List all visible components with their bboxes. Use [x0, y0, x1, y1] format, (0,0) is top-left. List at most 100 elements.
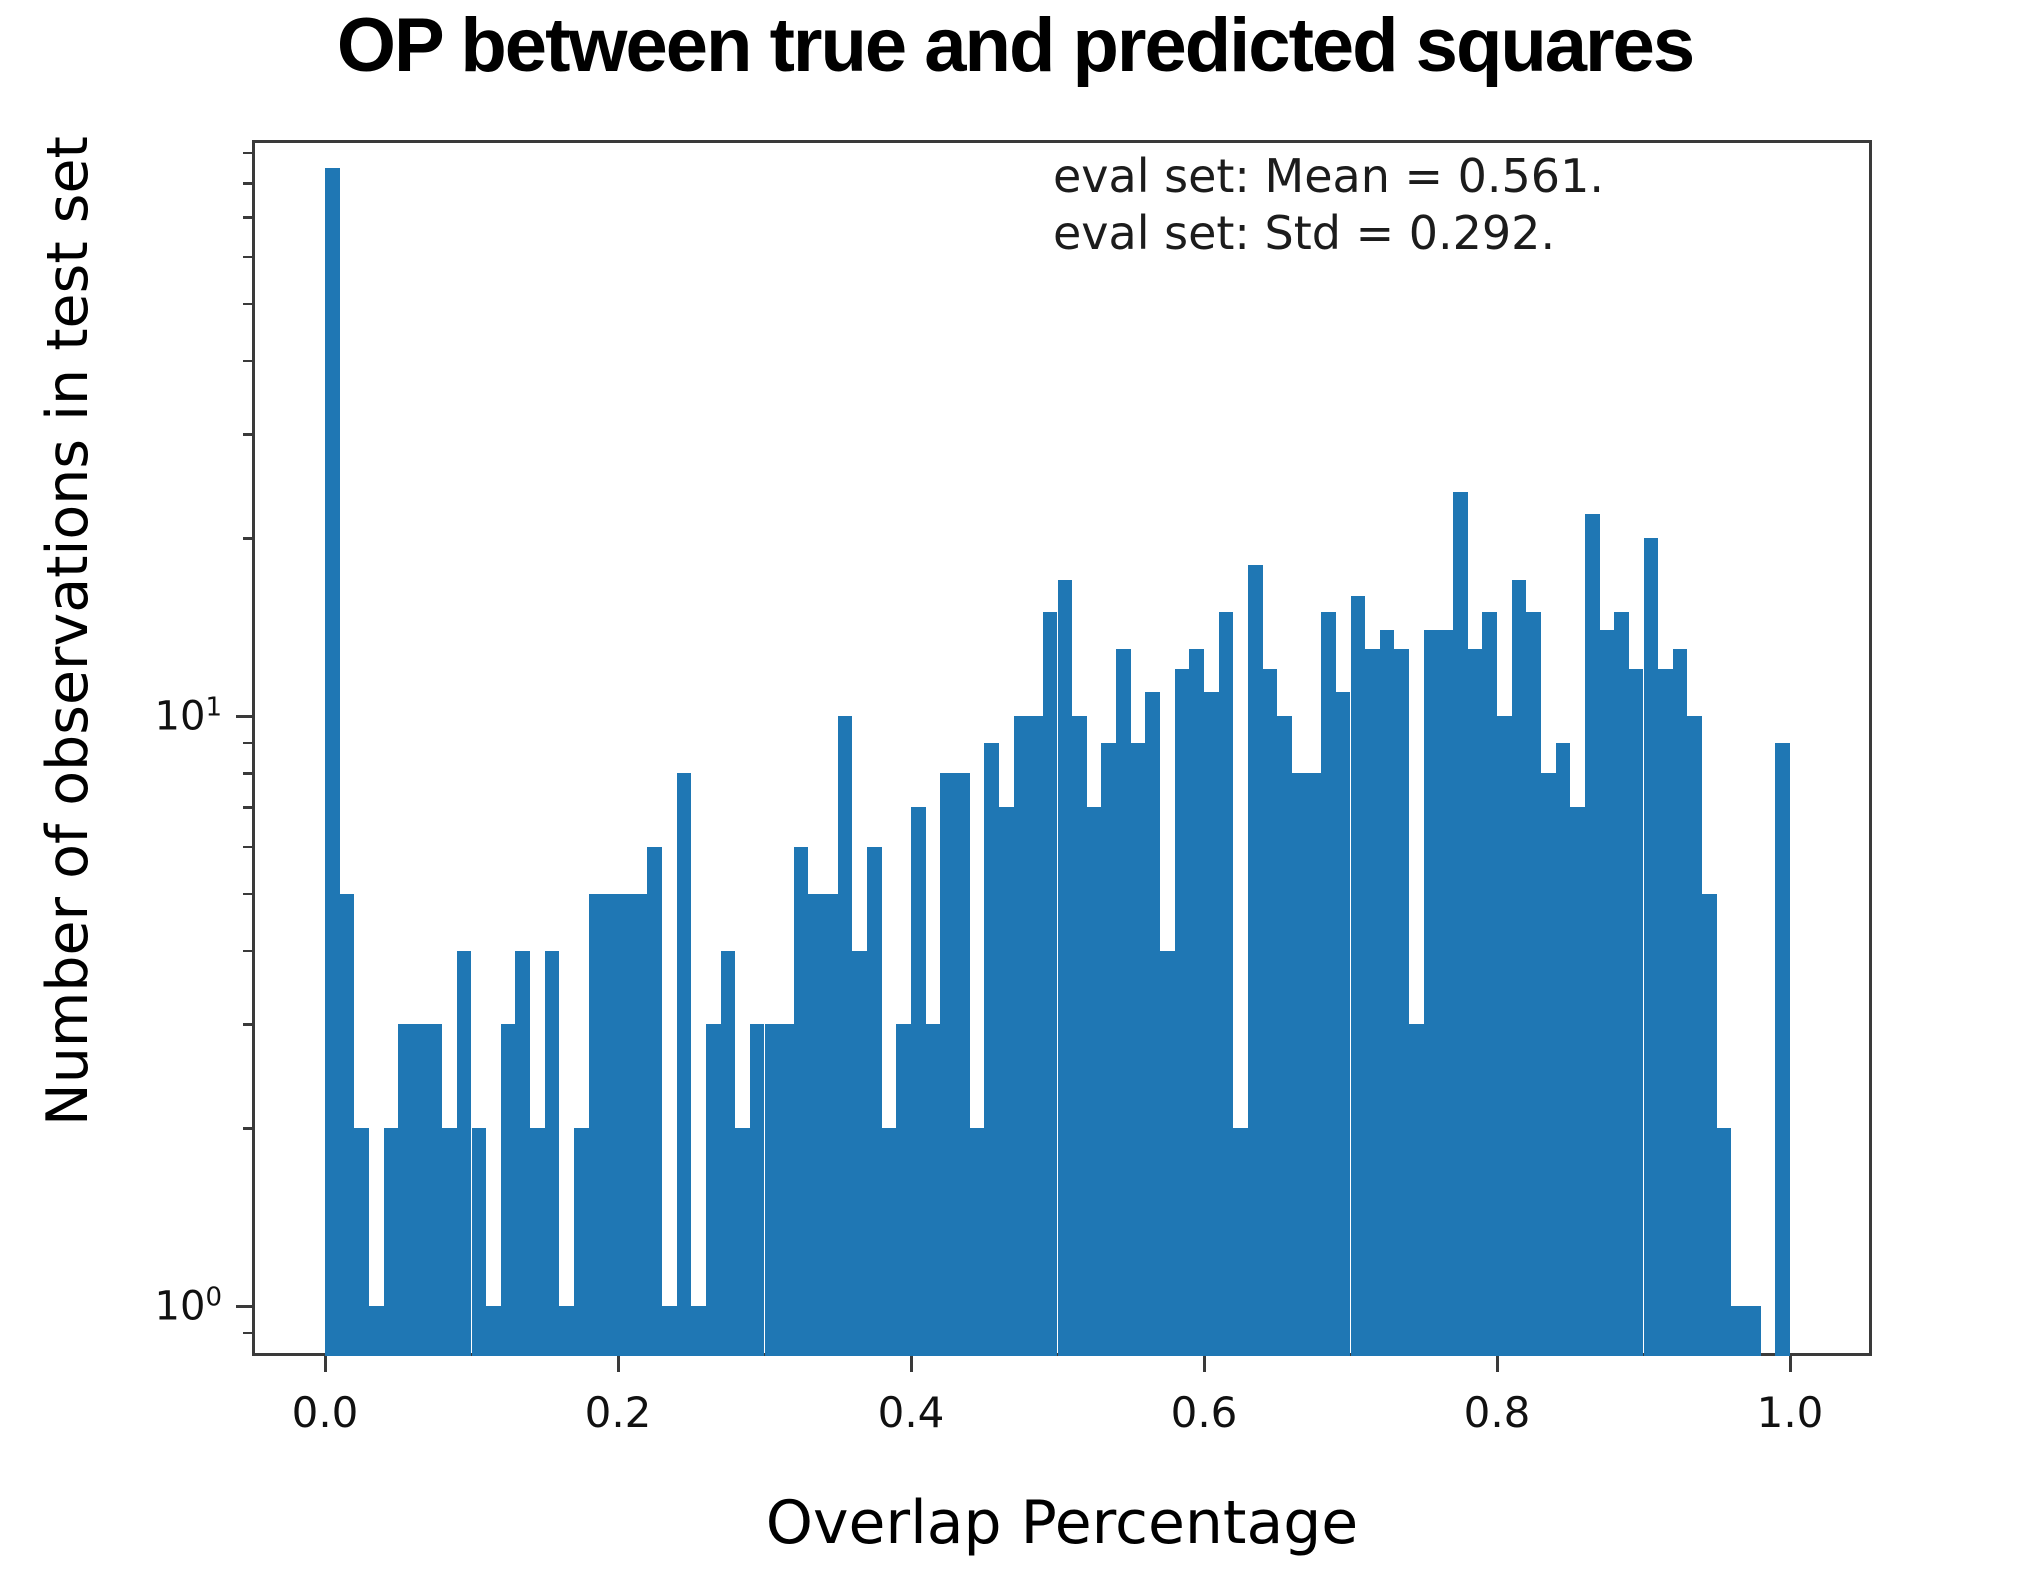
histogram-bar — [1555, 742, 1571, 1356]
x-tick-label: 0.6 — [1170, 1388, 1238, 1437]
histogram-bar — [588, 893, 604, 1356]
histogram-bar — [1599, 629, 1615, 1356]
histogram-bar — [954, 773, 970, 1356]
histogram-bar — [1028, 716, 1043, 1356]
tick-mark — [243, 1127, 252, 1130]
histogram-bar — [1716, 1128, 1732, 1356]
histogram-bar — [471, 1128, 487, 1356]
histogram-bar — [486, 1306, 501, 1356]
tick-mark — [243, 433, 252, 436]
histogram-bar — [325, 167, 340, 1356]
tick-mark — [243, 1023, 252, 1026]
histogram-bar — [1702, 893, 1717, 1356]
histogram-bar — [1247, 565, 1263, 1356]
histogram-bar — [823, 893, 838, 1356]
histogram-bar — [412, 1024, 428, 1356]
histogram-bar — [984, 742, 999, 1356]
histogram-bar — [1453, 491, 1468, 1356]
tick-mark — [236, 714, 252, 718]
histogram-bar — [632, 893, 648, 1356]
histogram-bar — [1013, 716, 1029, 1356]
y-tick-label: 100 — [154, 1282, 222, 1330]
histogram-bar — [1116, 648, 1131, 1356]
histogram-bar — [1658, 669, 1673, 1356]
histogram-bar — [339, 893, 355, 1356]
x-tick-label: 0.2 — [584, 1388, 652, 1437]
x-tick-label: 1.0 — [1756, 1388, 1824, 1437]
x-tick-label: 0.4 — [877, 1388, 945, 1437]
histogram-bar — [1189, 648, 1204, 1356]
histogram-bar — [676, 773, 692, 1356]
histogram-bar — [1086, 807, 1102, 1356]
histogram-bar — [1628, 669, 1644, 1356]
histogram-bar — [354, 1128, 369, 1356]
histogram-bar — [1467, 648, 1483, 1356]
histogram-bar — [911, 807, 926, 1356]
histogram-bar — [735, 1128, 750, 1356]
histogram-bar — [1540, 773, 1556, 1356]
chart-title: OP between true and predicted squares — [336, 3, 1695, 88]
histogram-bar — [661, 1306, 677, 1356]
histogram-bar — [940, 773, 955, 1356]
histogram-bar — [1365, 648, 1380, 1356]
histogram-bar — [867, 846, 882, 1356]
tick-mark — [243, 537, 252, 540]
histogram-bar — [852, 950, 868, 1356]
histogram-bar — [1350, 595, 1366, 1356]
x-tick-label: 0.8 — [1463, 1388, 1531, 1437]
histogram-bar — [1291, 773, 1307, 1356]
histogram-bar — [1687, 716, 1703, 1356]
histogram-bar — [574, 1128, 589, 1356]
histogram-bar — [500, 1024, 516, 1356]
histogram-bar — [603, 893, 618, 1356]
tick-mark — [243, 302, 252, 306]
histogram-bar — [442, 1128, 457, 1356]
histogram-bar — [793, 846, 809, 1356]
histogram-bar — [1204, 691, 1219, 1356]
histogram-bar — [1394, 648, 1410, 1356]
histogram-bar — [691, 1306, 706, 1356]
histogram-bar — [544, 950, 560, 1356]
histogram-bar — [1423, 629, 1439, 1356]
stats-annotation: eval set: Mean = 0.561. eval set: Std = … — [1053, 148, 1604, 262]
histogram-bar — [1101, 742, 1117, 1356]
tick-mark — [243, 845, 252, 849]
histogram-bar — [1672, 648, 1688, 1356]
tick-mark — [243, 772, 252, 775]
histogram-bar — [1218, 612, 1234, 1356]
annotation-mean: eval set: Mean = 0.561. — [1053, 149, 1604, 203]
histogram-bar — [368, 1306, 384, 1356]
tick-mark — [1202, 1356, 1206, 1372]
tick-mark — [243, 151, 252, 155]
tick-mark — [243, 182, 252, 185]
tick-mark — [1788, 1356, 1792, 1372]
tick-mark — [243, 359, 252, 363]
y-tick-label: 101 — [154, 692, 222, 740]
histogram-bar — [1321, 612, 1336, 1356]
histogram-bar — [1482, 612, 1497, 1356]
histogram-bar — [1438, 629, 1454, 1356]
tick-mark — [243, 216, 252, 219]
histogram-bar — [456, 950, 472, 1356]
histogram-bar — [925, 1024, 941, 1356]
tick-mark — [243, 806, 252, 809]
histogram-bar — [1145, 691, 1161, 1356]
annotation-std: eval set: Std = 0.292. — [1053, 206, 1556, 260]
histogram-bar — [1409, 1024, 1424, 1356]
histogram-bar — [1614, 612, 1629, 1356]
histogram-bar — [837, 716, 853, 1356]
tick-mark — [323, 1356, 327, 1372]
tick-mark — [243, 741, 252, 745]
histogram-bar — [1584, 513, 1600, 1356]
histogram-bar — [1511, 580, 1527, 1356]
histogram-bar — [530, 1128, 545, 1356]
histogram-bar — [1379, 629, 1395, 1356]
histogram-bar — [705, 1024, 721, 1356]
histogram-bar — [1277, 716, 1292, 1356]
histogram-bar — [1526, 612, 1541, 1356]
histogram-bar — [896, 1024, 911, 1356]
tick-mark — [243, 949, 252, 953]
histogram-bar — [1731, 1306, 1747, 1356]
histogram-bar — [1335, 691, 1351, 1356]
